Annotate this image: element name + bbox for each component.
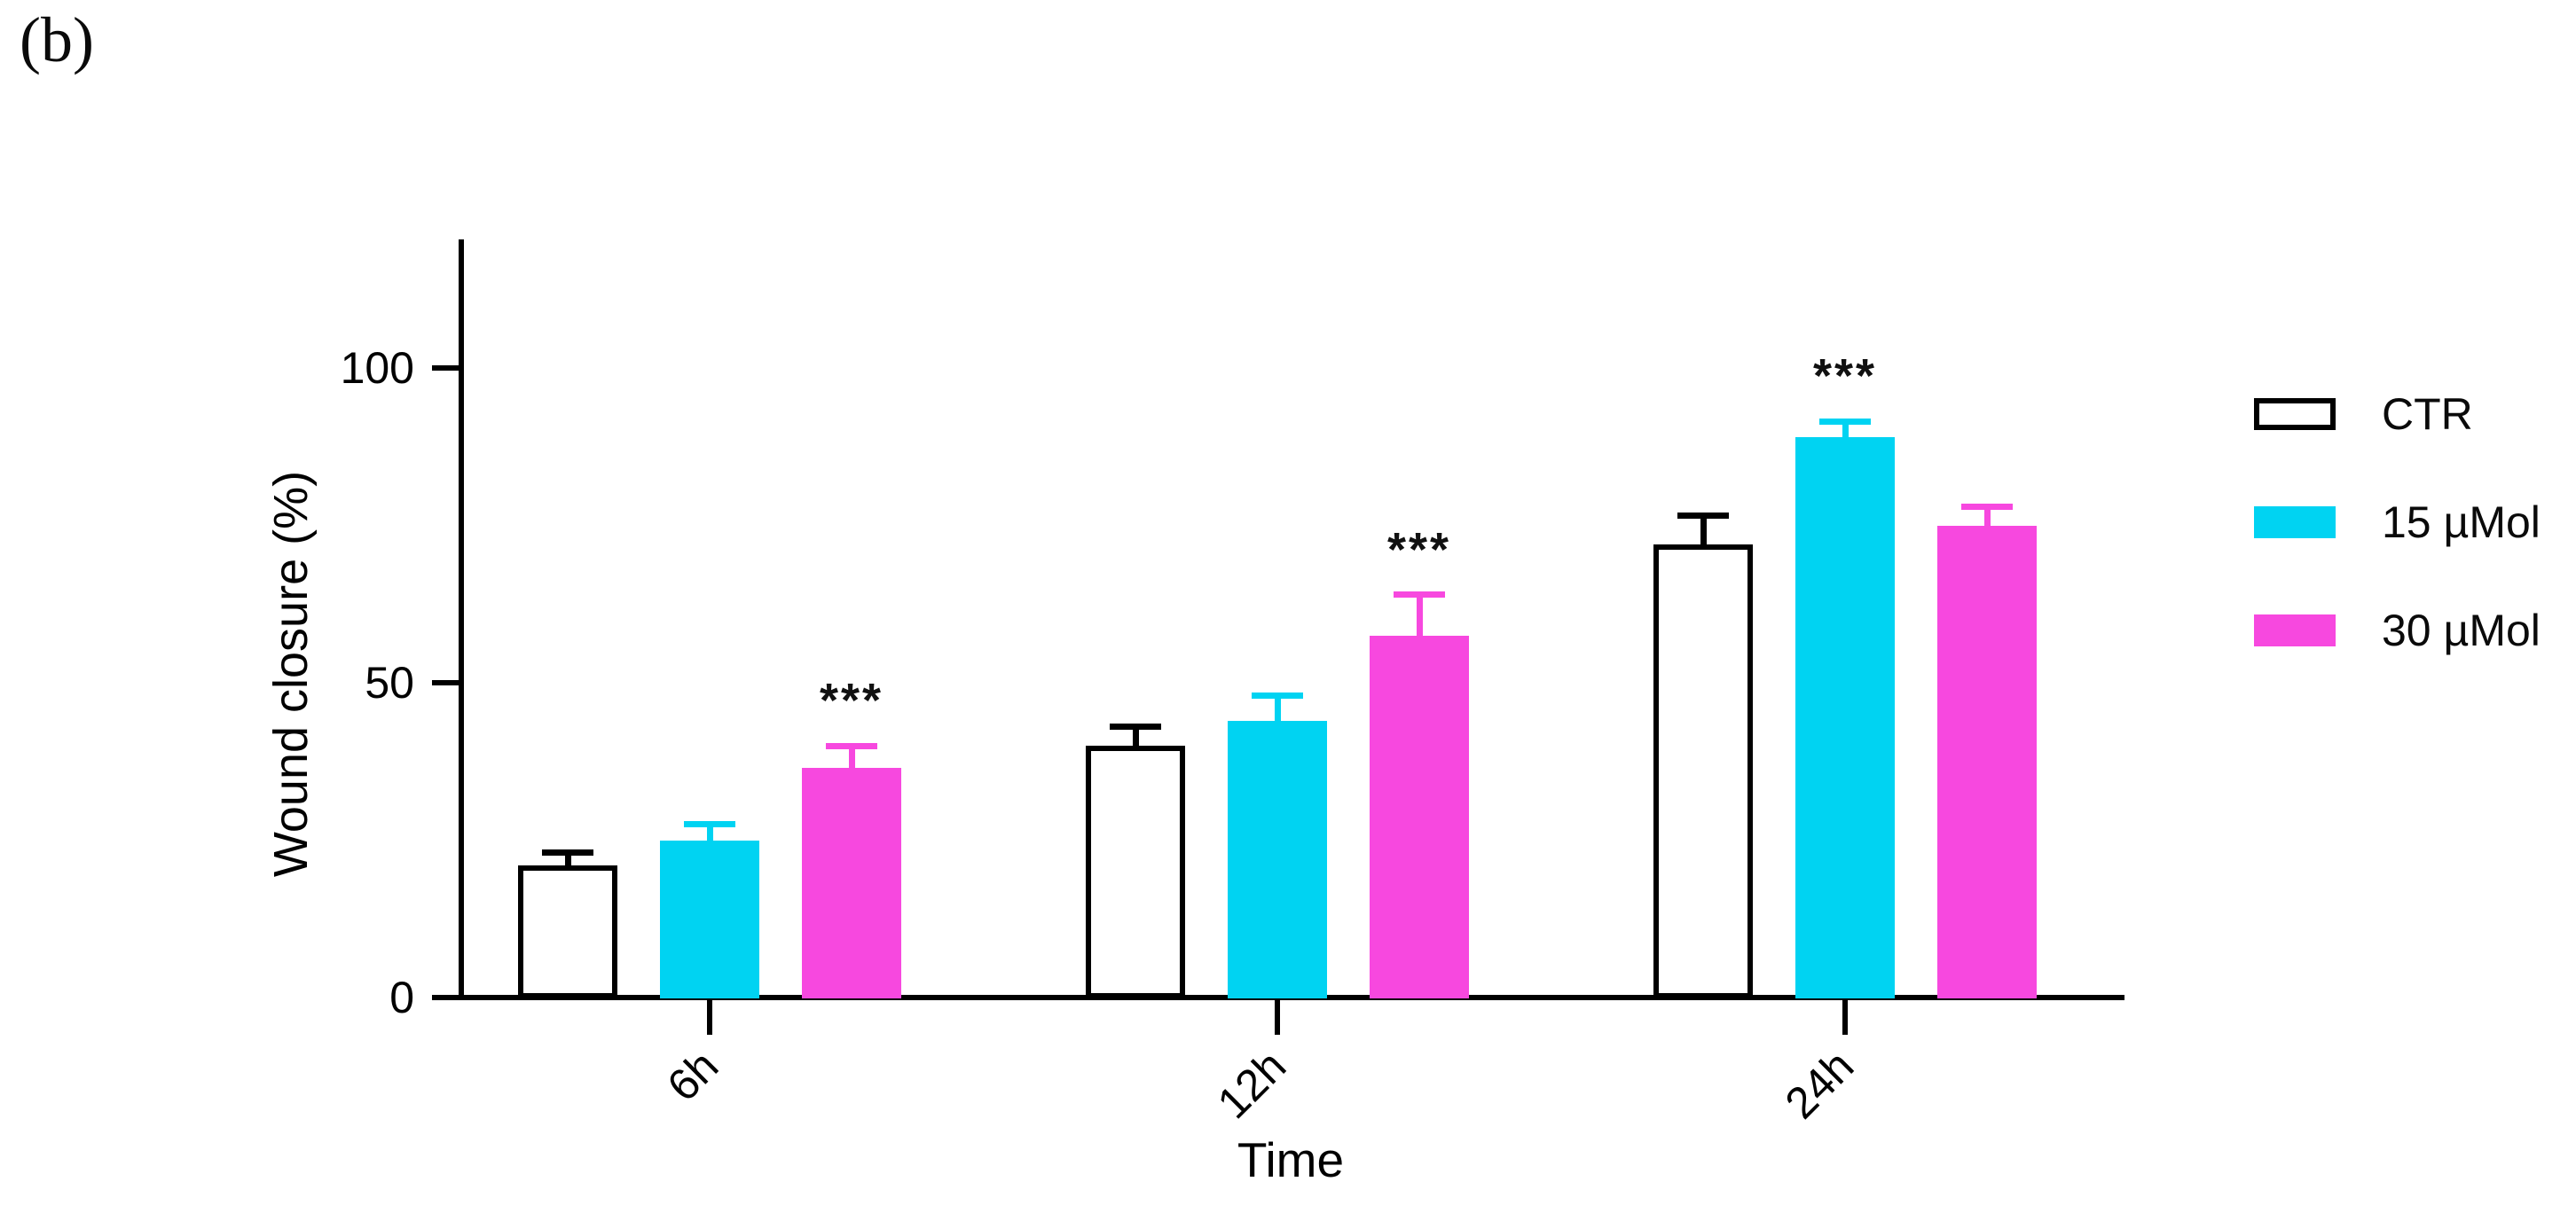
bar-CTR-12h [1086, 746, 1185, 998]
bar-15 µMol-12h [1228, 720, 1327, 998]
error-bar-cap-CTR-6h [542, 849, 593, 857]
bar-30 µMol-24h [1937, 525, 2037, 998]
legend-label-ctr: CTR [2382, 389, 2473, 439]
bar-30 µMol-6h [802, 767, 901, 998]
x-tick [1842, 998, 1848, 1035]
bar-30 µMol-12h [1370, 635, 1469, 998]
y-axis-line [459, 239, 464, 1000]
error-bar-cap-30 µMol-24h [1961, 503, 2013, 510]
error-bar-stem-15 µMol-12h [1274, 695, 1281, 723]
legend-label-30umol: 30 µMol [2382, 606, 2541, 655]
error-bar-cap-15 µMol-24h [1819, 418, 1871, 425]
error-bar-cap-CTR-24h [1677, 513, 1729, 520]
significance-stars-24h: *** [1812, 349, 1878, 403]
y-tick-label: 0 [389, 973, 414, 1022]
legend-label-15umol: 15 µMol [2382, 497, 2541, 547]
error-bar-cap-30 µMol-12h [1394, 591, 1445, 599]
bar-15 µMol-6h [660, 840, 759, 998]
error-bar-cap-30 µMol-6h [826, 742, 877, 749]
error-bar-stem-30 µMol-24h [1983, 506, 1991, 528]
significance-stars-6h: *** [819, 674, 884, 727]
error-bar-cap-15 µMol-12h [1252, 692, 1303, 699]
y-tick-label: 100 [340, 343, 414, 393]
x-tick [707, 998, 712, 1035]
x-tick [1275, 998, 1280, 1035]
x-axis-title: Time [1237, 1132, 1345, 1187]
y-tick-label: 50 [365, 658, 414, 708]
x-category-label: 6h [657, 1040, 728, 1111]
legend: CTR 15 µMol 30 µMol [2254, 388, 2541, 656]
legend-swatch-ctr [2254, 398, 2336, 430]
y-tick [432, 680, 459, 685]
error-bar-stem-30 µMol-6h [848, 746, 855, 770]
error-bar-cap-15 µMol-6h [684, 821, 735, 828]
error-bar-stem-15 µMol-24h [1842, 421, 1849, 440]
bar-CTR-6h [518, 865, 617, 998]
y-tick [432, 365, 459, 371]
legend-row-ctr: CTR [2254, 388, 2541, 440]
legend-row-15umol: 15 µMol [2254, 497, 2541, 548]
x-category-label: 24h [1775, 1040, 1864, 1129]
bar-15 µMol-24h [1795, 437, 1895, 998]
error-bar-stem-CTR-24h [1700, 515, 1707, 546]
significance-stars-12h: *** [1386, 522, 1452, 576]
error-bar-stem-15 µMol-6h [706, 824, 713, 842]
error-bar-cap-CTR-12h [1110, 724, 1161, 731]
y-tick [432, 995, 459, 1000]
error-bar-stem-30 µMol-12h [1416, 594, 1423, 638]
error-bar-stem-CTR-6h [564, 852, 571, 867]
legend-row-30umol: 30 µMol [2254, 605, 2541, 656]
error-bar-stem-CTR-12h [1132, 726, 1139, 747]
bar-CTR-24h [1653, 544, 1753, 998]
legend-swatch-30umol [2254, 614, 2336, 646]
panel-label: (b) [20, 4, 94, 75]
legend-swatch-15umol [2254, 506, 2336, 538]
